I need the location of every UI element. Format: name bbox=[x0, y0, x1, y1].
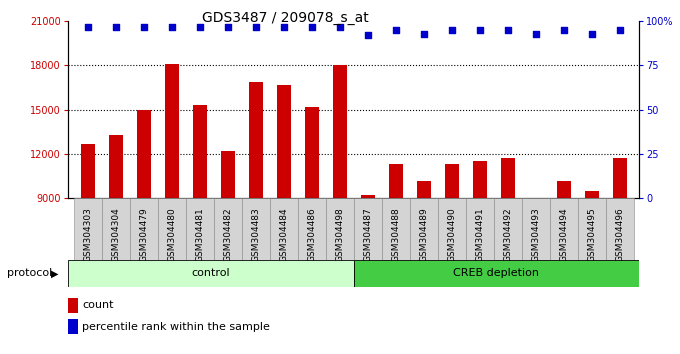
Text: GSM304482: GSM304482 bbox=[223, 207, 232, 262]
Point bbox=[446, 27, 457, 33]
Bar bbox=[585, 191, 598, 198]
Text: GSM304490: GSM304490 bbox=[447, 207, 456, 262]
Text: protocol: protocol bbox=[7, 268, 52, 279]
Text: GDS3487 / 209078_s_at: GDS3487 / 209078_s_at bbox=[202, 11, 369, 25]
Point bbox=[138, 24, 149, 29]
Text: GSM304479: GSM304479 bbox=[139, 207, 148, 262]
Point bbox=[306, 24, 317, 29]
Point bbox=[530, 31, 541, 36]
Bar bbox=[192, 105, 207, 198]
FancyBboxPatch shape bbox=[354, 260, 639, 287]
FancyBboxPatch shape bbox=[549, 198, 577, 260]
FancyBboxPatch shape bbox=[326, 198, 354, 260]
Text: GSM304491: GSM304491 bbox=[475, 207, 484, 262]
Bar bbox=[277, 85, 290, 198]
FancyBboxPatch shape bbox=[130, 198, 158, 260]
Text: GSM304483: GSM304483 bbox=[251, 207, 260, 262]
Point bbox=[614, 27, 625, 33]
Bar bbox=[109, 135, 122, 198]
Point bbox=[558, 27, 569, 33]
Text: GSM304493: GSM304493 bbox=[531, 207, 540, 262]
FancyBboxPatch shape bbox=[298, 198, 326, 260]
Bar bbox=[360, 195, 375, 198]
Text: GSM304488: GSM304488 bbox=[391, 207, 400, 262]
Bar bbox=[613, 159, 626, 198]
Point bbox=[278, 24, 289, 29]
FancyBboxPatch shape bbox=[354, 198, 381, 260]
Text: GSM304489: GSM304489 bbox=[419, 207, 428, 262]
Bar bbox=[68, 319, 78, 334]
Point bbox=[166, 24, 177, 29]
Text: GSM304496: GSM304496 bbox=[615, 207, 624, 262]
Point bbox=[110, 24, 121, 29]
Text: GSM304486: GSM304486 bbox=[307, 207, 316, 262]
FancyBboxPatch shape bbox=[158, 198, 186, 260]
Point bbox=[586, 31, 597, 36]
FancyBboxPatch shape bbox=[438, 198, 466, 260]
Point bbox=[502, 27, 513, 33]
Bar bbox=[68, 298, 78, 313]
FancyBboxPatch shape bbox=[73, 198, 101, 260]
FancyBboxPatch shape bbox=[494, 198, 522, 260]
Point bbox=[194, 24, 205, 29]
Text: GSM304481: GSM304481 bbox=[195, 207, 204, 262]
Bar bbox=[445, 164, 458, 198]
Text: GSM304487: GSM304487 bbox=[363, 207, 372, 262]
Point bbox=[418, 31, 429, 36]
Text: GSM304492: GSM304492 bbox=[503, 207, 512, 262]
Bar bbox=[220, 151, 235, 198]
Point bbox=[222, 24, 233, 29]
Bar bbox=[528, 198, 543, 201]
FancyBboxPatch shape bbox=[381, 198, 409, 260]
Bar bbox=[333, 65, 347, 198]
FancyBboxPatch shape bbox=[186, 198, 214, 260]
Point bbox=[390, 27, 401, 33]
Text: GSM304498: GSM304498 bbox=[335, 207, 344, 262]
Bar bbox=[557, 181, 571, 198]
Bar bbox=[388, 164, 403, 198]
FancyBboxPatch shape bbox=[68, 260, 354, 287]
FancyBboxPatch shape bbox=[606, 198, 634, 260]
FancyBboxPatch shape bbox=[522, 198, 549, 260]
Bar bbox=[417, 181, 430, 198]
FancyBboxPatch shape bbox=[269, 198, 298, 260]
FancyBboxPatch shape bbox=[466, 198, 494, 260]
Bar bbox=[473, 161, 487, 198]
Text: control: control bbox=[192, 268, 230, 279]
Point bbox=[250, 24, 261, 29]
FancyBboxPatch shape bbox=[241, 198, 269, 260]
Text: GSM304303: GSM304303 bbox=[83, 207, 92, 262]
FancyBboxPatch shape bbox=[101, 198, 130, 260]
Bar bbox=[305, 107, 319, 198]
Bar bbox=[137, 110, 150, 198]
Text: ▶: ▶ bbox=[51, 268, 58, 279]
Bar bbox=[500, 159, 515, 198]
Text: GSM304304: GSM304304 bbox=[111, 207, 120, 262]
Text: count: count bbox=[82, 300, 114, 310]
Text: GSM304484: GSM304484 bbox=[279, 207, 288, 262]
FancyBboxPatch shape bbox=[577, 198, 606, 260]
Text: CREB depletion: CREB depletion bbox=[454, 268, 539, 279]
Text: GSM304494: GSM304494 bbox=[559, 207, 568, 262]
Point bbox=[82, 24, 93, 29]
Bar bbox=[249, 82, 262, 198]
Point bbox=[362, 33, 373, 38]
Point bbox=[334, 24, 345, 29]
FancyBboxPatch shape bbox=[409, 198, 438, 260]
Bar bbox=[165, 64, 179, 198]
Text: GSM304480: GSM304480 bbox=[167, 207, 176, 262]
FancyBboxPatch shape bbox=[214, 198, 241, 260]
Text: percentile rank within the sample: percentile rank within the sample bbox=[82, 321, 270, 332]
Bar bbox=[81, 144, 95, 198]
Text: GSM304495: GSM304495 bbox=[587, 207, 596, 262]
Point bbox=[474, 27, 485, 33]
